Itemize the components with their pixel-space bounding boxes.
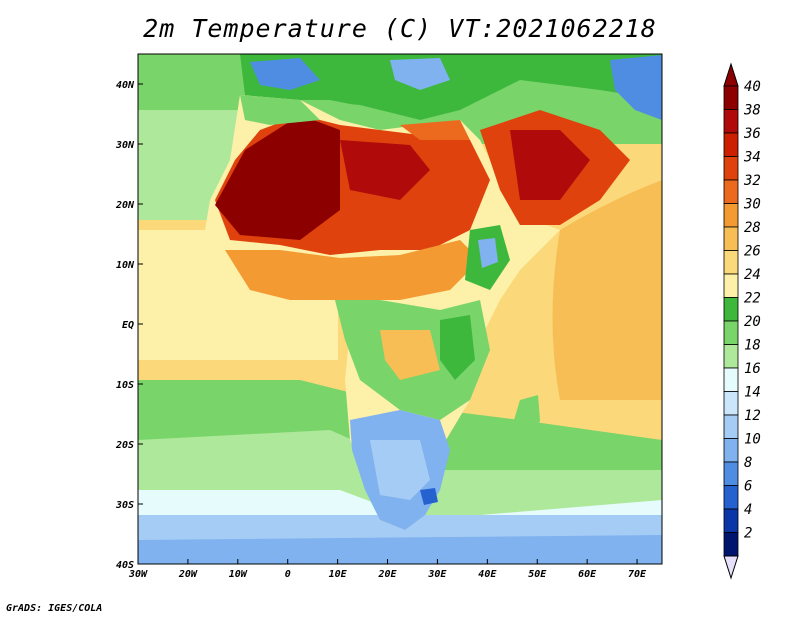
colorbar-under-arrow (723, 555, 739, 580)
colorbar-swatch (723, 344, 739, 369)
colorbar-swatch (723, 273, 739, 298)
colorbar-label: 30 (743, 197, 761, 213)
colorbar-label: 34 (743, 150, 761, 166)
east-africa-lakes (440, 315, 475, 380)
central-sahara-hot (340, 140, 430, 200)
colorbar-swatch (723, 320, 739, 345)
lon-tick-label: 20E (377, 569, 397, 580)
lon-tick-label: 50E (528, 569, 547, 580)
south-ocean-deepblue (138, 535, 662, 564)
colorbar-over-arrow (723, 62, 739, 87)
colorbar-swatch (723, 250, 739, 275)
colorbar-label: 28 (744, 220, 761, 236)
colorbar-swatch (723, 156, 739, 181)
colorbar-label: 40 (744, 79, 761, 95)
latitude-ticks: 40N 30N 20N 10N EQ 10S 20S 30S 40S (115, 80, 143, 571)
lon-tick-label: 60E (578, 569, 597, 580)
lon-tick-label: 20W (178, 569, 198, 580)
lat-tick-label: 10S (116, 380, 134, 391)
colorbar-swatch (723, 438, 739, 463)
colorbar-swatch (723, 485, 739, 510)
colorbar-swatch (723, 414, 739, 439)
lat-tick-label: 10N (116, 260, 135, 271)
indian-ocean-warm (552, 180, 662, 400)
colorbar-swatch (723, 508, 739, 533)
colorbar-label: 36 (743, 126, 761, 142)
iran-highlands-cool (610, 55, 662, 120)
colorbar-swatch (723, 297, 739, 322)
colorbar-label: 4 (744, 502, 752, 518)
colorbar-label: 12 (744, 408, 761, 424)
longitude-ticks: 30W 20W 10W 0 10E 20E 30E 40E 50E 60E 70E (128, 559, 647, 580)
lesotho-cold (420, 488, 438, 505)
colorbar-swatch (723, 179, 739, 204)
colorbar-label: 10 (744, 432, 761, 448)
lon-tick-label: 10E (329, 569, 348, 580)
lon-tick-label: 30W (128, 569, 148, 580)
sahel-warm (225, 240, 480, 300)
lon-tick-label: 30E (427, 569, 447, 580)
colorbar-label: 20 (744, 314, 761, 330)
colorbar-label: 26 (744, 244, 761, 260)
europe-land (240, 54, 662, 120)
libya-egypt-warm (400, 120, 470, 140)
colorbar-swatch (723, 109, 739, 134)
arabia-hot-core (510, 130, 590, 200)
colorbar-label: 38 (743, 103, 761, 119)
lon-tick-label: 70E (628, 569, 647, 580)
madagascar (508, 395, 540, 460)
lat-tick-label: EQ (122, 320, 134, 331)
colorbar-label: 16 (744, 361, 761, 377)
colorbar-label: 8 (744, 455, 752, 471)
chart-title: 2m Temperature (C) VT:2021062218 (143, 14, 657, 43)
colorbar-swatch (723, 85, 739, 110)
colorbar-swatch (723, 391, 739, 416)
colorbar-swatch (723, 132, 739, 157)
colorbar-swatch (723, 532, 739, 557)
colorbar-label: 22 (744, 291, 761, 307)
balkans-cool (390, 58, 450, 90)
colorbar-swatch (723, 226, 739, 251)
colorbar-label: 32 (743, 173, 761, 189)
map-field (138, 54, 662, 564)
colorbar-label: 18 (744, 338, 761, 354)
colorbar-swatch (723, 367, 739, 392)
western-sahara-hot-core (215, 115, 340, 240)
lat-tick-label: 20N (115, 200, 135, 211)
ethiopia-cool (478, 238, 498, 268)
iberia-cool (250, 58, 320, 90)
colorbar-label: 2 (744, 526, 752, 542)
colorbar-label: 6 (744, 479, 752, 495)
kalahari-cool (370, 440, 430, 500)
colorbar-label: 14 (744, 385, 761, 401)
lon-tick-label: 10W (229, 569, 248, 580)
grads-credit: GrADS: IGES/COLA (6, 603, 103, 614)
lat-tick-label: 30N (115, 140, 135, 151)
colorbar: 40 38 36 34 32 30 28 26 24 22 20 18 16 14 12 10 8 6 4 2 (723, 62, 761, 580)
map-frame (137, 53, 663, 565)
colorbar-swatch (723, 203, 739, 228)
lat-tick-label: 40S (116, 560, 134, 571)
congo-warm (380, 330, 440, 380)
maghreb-mild (240, 95, 320, 125)
lon-tick-label: 0 (285, 569, 291, 580)
colorbar-swatch (723, 461, 739, 486)
lat-tick-label: 40N (116, 80, 135, 91)
lon-tick-label: 40E (478, 569, 497, 580)
colorbar-label: 24 (744, 267, 761, 283)
lat-tick-label: 20S (115, 440, 134, 451)
lat-tick-label: 30S (115, 500, 134, 511)
